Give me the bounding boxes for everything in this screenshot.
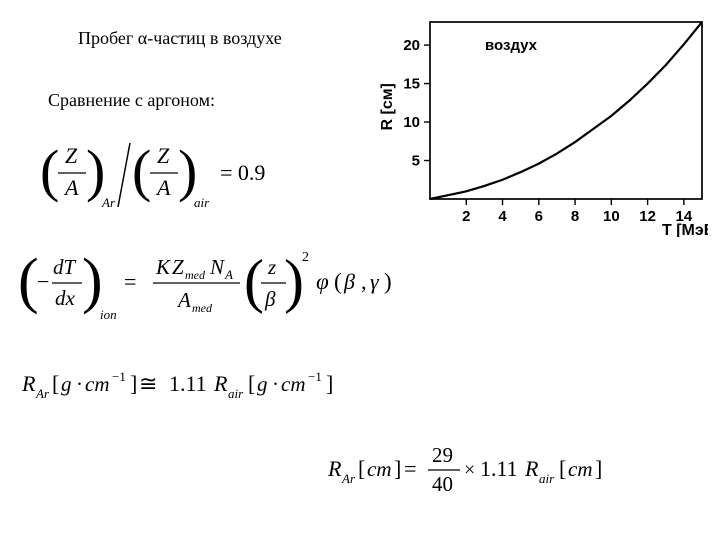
svg-text:Ar: Ar <box>35 386 50 401</box>
equation-ratio: ( Z A ) Ar ( Z A ) air = 0.9 <box>40 135 300 220</box>
svg-text:5: 5 <box>412 153 420 170</box>
svg-text:β: β <box>264 287 276 311</box>
svg-text:2: 2 <box>462 208 470 225</box>
svg-text:cm: cm <box>367 457 392 481</box>
svg-text:·: · <box>272 372 279 396</box>
svg-text:]: ] <box>130 371 137 396</box>
svg-text:): ) <box>178 138 197 203</box>
svg-text:g: g <box>257 372 268 396</box>
svg-text:N: N <box>209 255 225 279</box>
svg-text:1.11: 1.11 <box>480 456 518 481</box>
svg-text:A: A <box>155 175 171 200</box>
svg-text:T [МэВ]: T [МэВ] <box>662 222 708 237</box>
svg-text:Z: Z <box>65 143 78 168</box>
svg-text:(: ( <box>334 269 342 294</box>
svg-text:R: R <box>524 456 539 481</box>
svg-text:(: ( <box>244 248 264 314</box>
page-title: Пробег α-частиц в воздухе <box>78 28 282 49</box>
svg-text:γ: γ <box>370 269 380 294</box>
page-subtitle: Сравнение с аргоном: <box>48 90 215 111</box>
svg-text:air: air <box>228 386 244 401</box>
equation-range-cm: R Ar [ cm ] = 29 40 × 1.11 R air [ cm ] <box>328 440 708 505</box>
svg-text:10: 10 <box>403 114 420 131</box>
svg-text:A: A <box>224 267 233 282</box>
svg-text:R: R <box>213 371 228 396</box>
svg-text:−1: −1 <box>112 369 126 384</box>
svg-text:z: z <box>267 255 276 279</box>
svg-text:×: × <box>464 459 475 481</box>
svg-text:4: 4 <box>498 208 507 225</box>
svg-text:= 0.9: = 0.9 <box>220 160 265 185</box>
svg-text:]: ] <box>394 456 401 481</box>
svg-text:cm: cm <box>568 457 593 481</box>
svg-text:dx: dx <box>55 286 76 310</box>
svg-text:]: ] <box>595 456 602 481</box>
svg-text:Ar: Ar <box>341 471 356 486</box>
svg-text:): ) <box>86 138 105 203</box>
svg-text:): ) <box>384 269 392 294</box>
equation-range-gcm: R Ar [ g · cm −1 ] ≅ 1.11 R air [ g · cm… <box>22 365 422 410</box>
svg-text:g: g <box>61 372 72 396</box>
svg-text:=: = <box>404 456 416 481</box>
svg-text:15: 15 <box>403 76 420 93</box>
svg-text:β: β <box>343 269 355 294</box>
range-chart: 24681012145101520T [МэВ]R [см]воздух <box>378 12 708 237</box>
svg-text:(: ( <box>40 138 59 203</box>
svg-text:6: 6 <box>535 208 543 225</box>
equation-dedx: ( − dT dx ) ion = K Z med N A A med ( z … <box>18 245 478 335</box>
svg-text:8: 8 <box>571 208 579 225</box>
svg-text:A: A <box>176 288 191 312</box>
svg-text:−1: −1 <box>308 369 322 384</box>
svg-text:med: med <box>192 301 213 315</box>
svg-text:): ) <box>284 248 304 314</box>
svg-text:R: R <box>21 371 36 396</box>
svg-text:(: ( <box>132 138 151 203</box>
svg-text:med: med <box>185 268 206 282</box>
svg-text:A: A <box>63 175 79 200</box>
svg-text:R [см]: R [см] <box>379 83 396 130</box>
svg-text:cm: cm <box>281 372 306 396</box>
svg-text:K: K <box>155 255 171 279</box>
svg-text:20: 20 <box>403 37 420 54</box>
svg-text:dT: dT <box>53 255 77 279</box>
svg-text:1.11: 1.11 <box>169 371 207 396</box>
svg-text:air: air <box>194 195 210 210</box>
svg-text:=: = <box>124 269 136 294</box>
svg-text:2: 2 <box>302 250 309 265</box>
svg-text:10: 10 <box>603 208 620 225</box>
svg-text:,: , <box>361 269 367 294</box>
svg-text:ion: ion <box>100 307 117 322</box>
svg-text:−: − <box>37 269 49 294</box>
svg-text:29: 29 <box>432 443 453 467</box>
svg-text:air: air <box>539 471 555 486</box>
svg-text:[: [ <box>248 371 255 396</box>
svg-text:·: · <box>76 372 83 396</box>
svg-text:воздух: воздух <box>485 37 538 54</box>
svg-text:R: R <box>327 456 342 481</box>
svg-text:cm: cm <box>85 372 110 396</box>
svg-text:[: [ <box>358 456 365 481</box>
svg-text:≅: ≅ <box>139 371 157 396</box>
svg-text:12: 12 <box>639 208 656 225</box>
svg-text:): ) <box>82 247 103 315</box>
svg-text:Ar: Ar <box>101 195 116 210</box>
svg-text:Z: Z <box>157 143 170 168</box>
svg-text:[: [ <box>52 371 59 396</box>
svg-text:[: [ <box>559 456 566 481</box>
svg-text:φ: φ <box>316 269 329 294</box>
svg-text:40: 40 <box>432 472 453 496</box>
svg-text:(: ( <box>18 247 39 315</box>
svg-text:]: ] <box>326 371 333 396</box>
svg-text:Z: Z <box>172 255 184 279</box>
